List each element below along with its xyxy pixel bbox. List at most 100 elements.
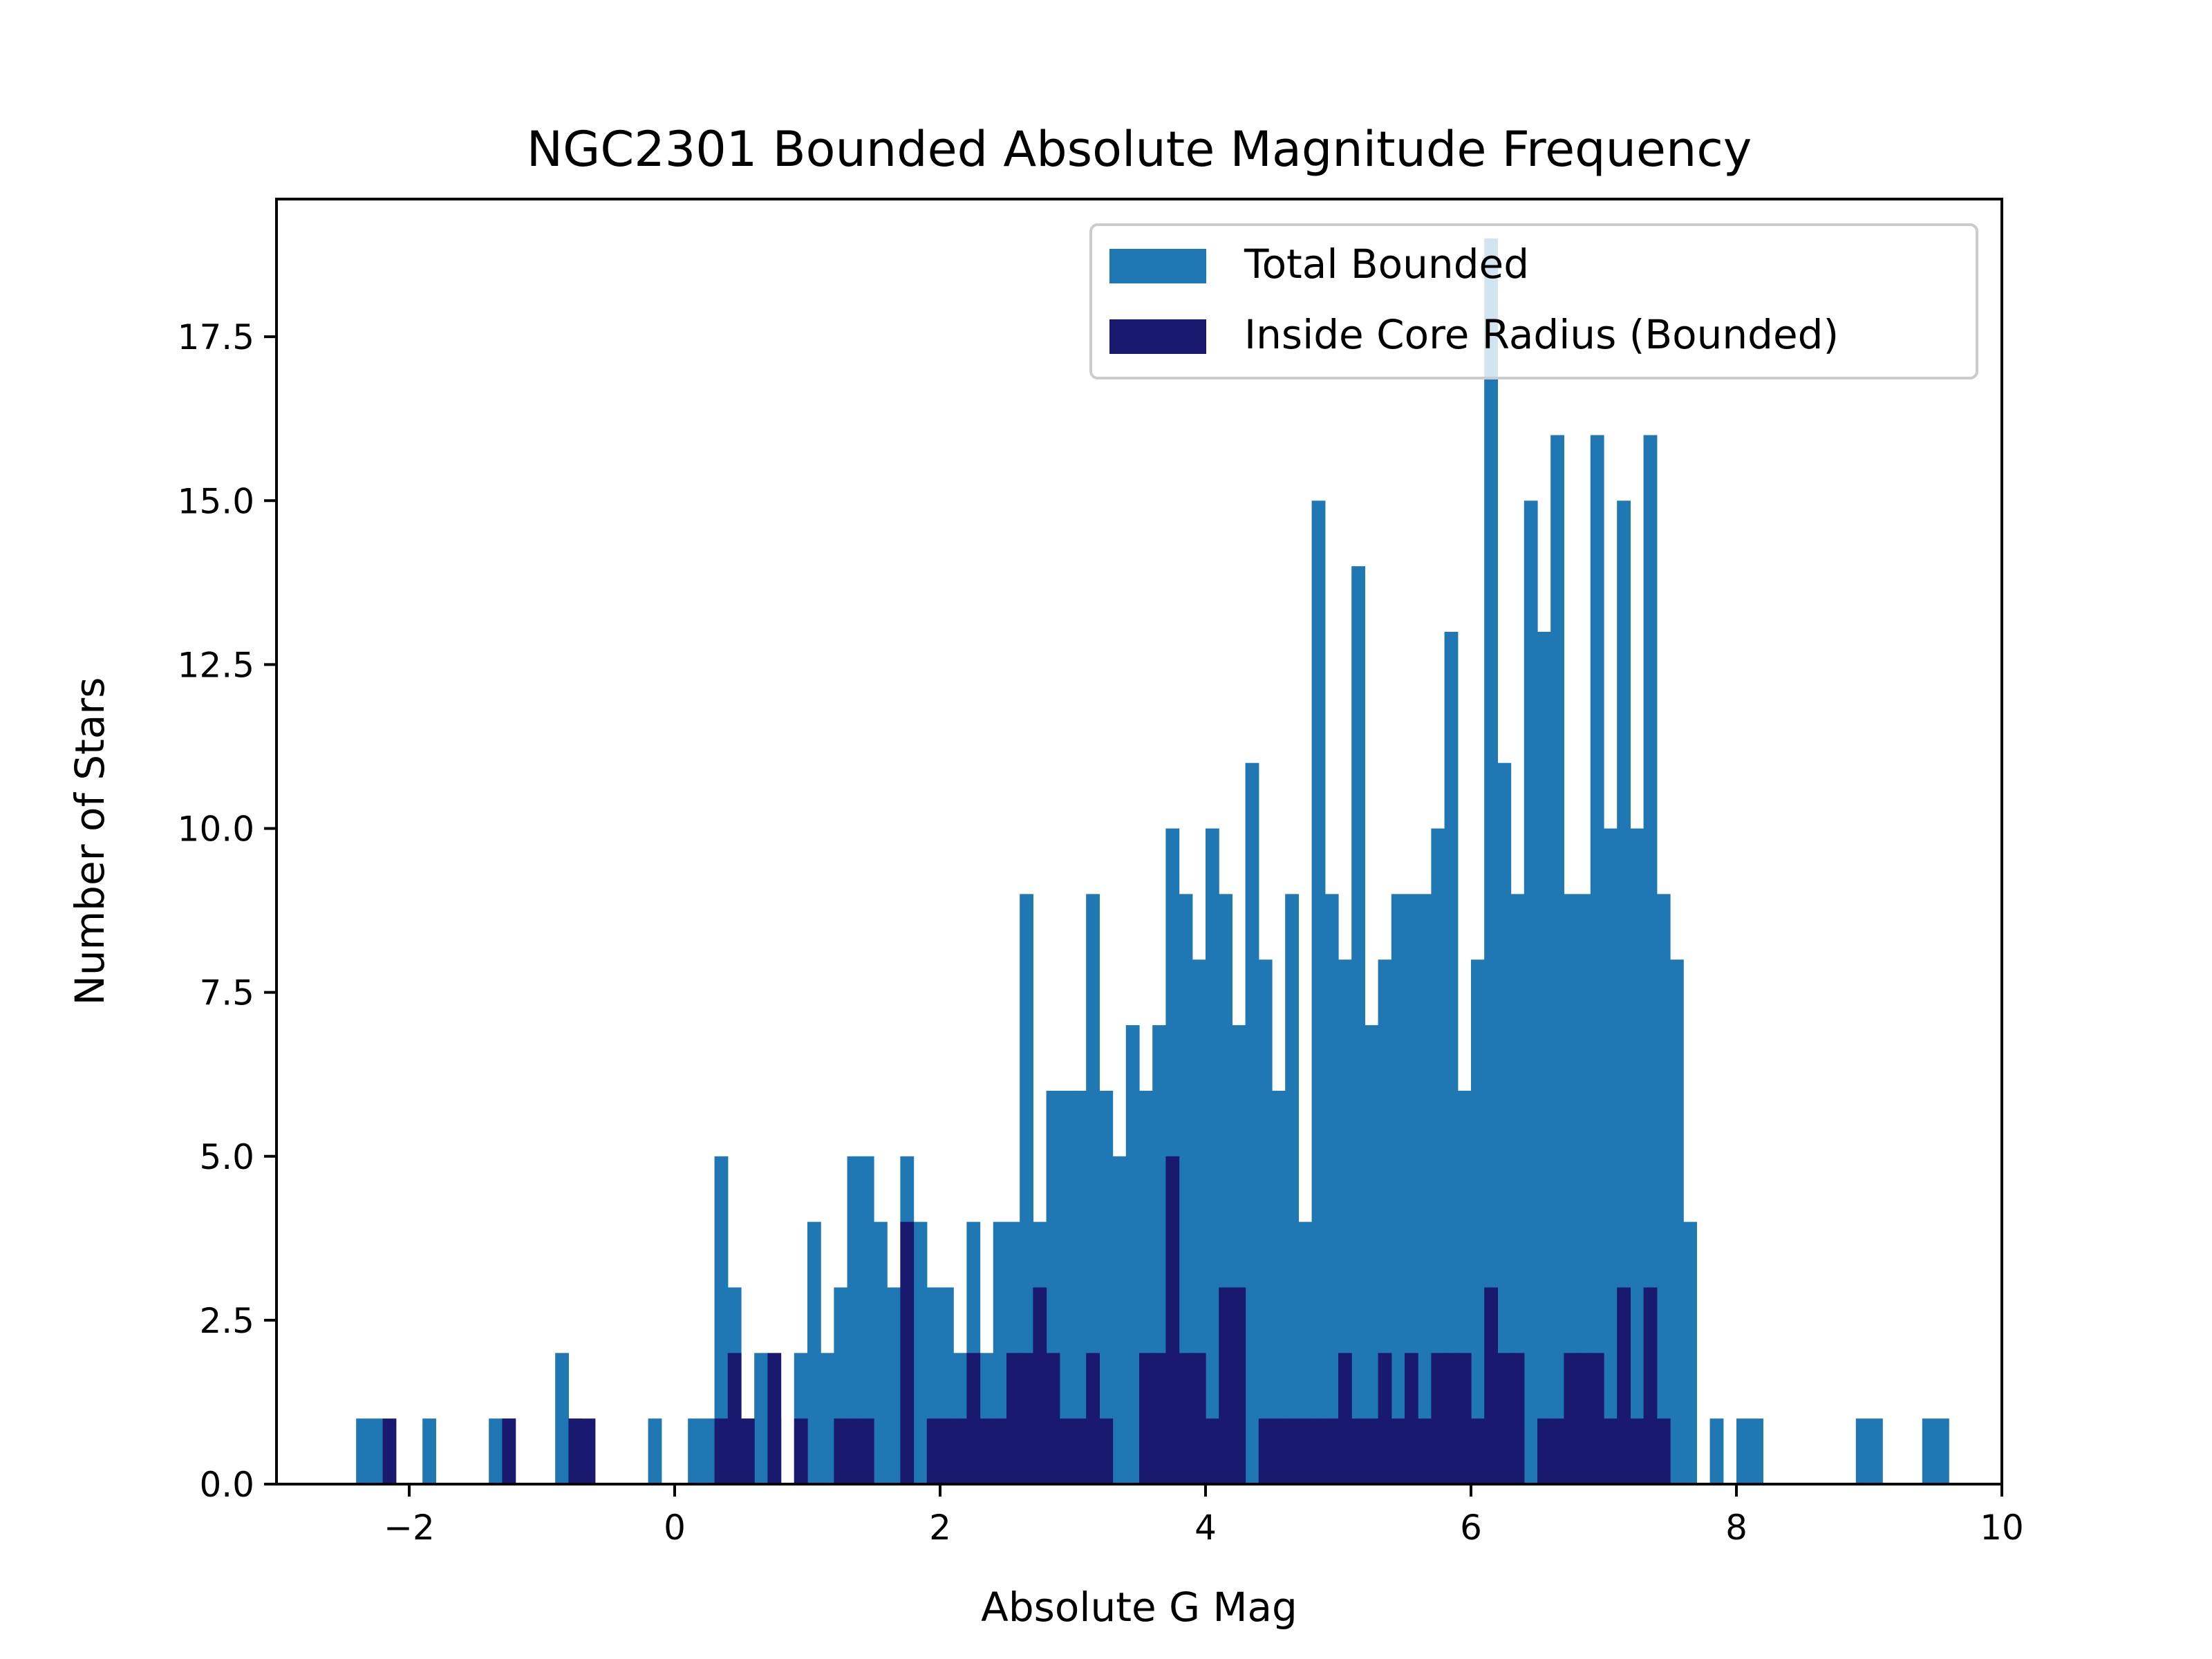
core-radius-bar-32 <box>1206 1418 1219 1484</box>
core-radius-bar-6 <box>741 1418 755 1484</box>
y-tick-label: 12.5 <box>178 645 254 685</box>
core-radius-bar-47 <box>1418 1418 1432 1484</box>
core-radius-bar-53 <box>1497 1353 1512 1484</box>
core-radius-bar-7 <box>767 1353 782 1484</box>
total-bounded-bar-71 <box>1537 631 1551 1484</box>
core-radius-bar-52 <box>1484 1287 1498 1484</box>
core-radius-bar-24 <box>1073 1418 1087 1484</box>
core-radius-bar-23 <box>1059 1418 1074 1484</box>
total-bounded-bar-60 <box>1391 894 1405 1484</box>
core-radius-bar-19 <box>1006 1353 1020 1484</box>
total-bounded-bar-3 <box>489 1418 503 1484</box>
total-bounded-bar-83 <box>1709 1418 1724 1484</box>
total-bounded-bar-40 <box>1125 1025 1140 1484</box>
total-bounded-bar-72 <box>1550 435 1564 1485</box>
plot-frame <box>275 198 2003 1485</box>
total-bounded-bar-70 <box>1524 500 1538 1484</box>
core-radius-bar-13 <box>926 1418 941 1484</box>
total-bounded-bar-77 <box>1617 500 1631 1484</box>
core-radius-bar-62 <box>1630 1418 1644 1484</box>
total-bounded-bar-50 <box>1258 959 1273 1484</box>
core-radius-bar-57 <box>1564 1353 1578 1484</box>
total-bounded-bar-13 <box>754 1353 768 1484</box>
total-bounded-bar-51 <box>1272 1090 1286 1484</box>
total-bounded-bar-0 <box>356 1418 370 1484</box>
x-axis-ticks: −2 0 2 4 6 8 10 <box>384 1484 2024 1548</box>
core-radius-bar-46 <box>1405 1353 1418 1484</box>
total-bounded-bar-39 <box>1112 1156 1127 1484</box>
core-radius-bar-58 <box>1577 1353 1591 1484</box>
total-bounded-bar-57 <box>1351 566 1365 1484</box>
core-radius-bar-59 <box>1590 1353 1604 1484</box>
total-bounded-bar-74 <box>1577 894 1591 1484</box>
x-tick-label: 8 <box>1725 1508 1747 1548</box>
total-bounded-bar-35 <box>1059 1090 1074 1484</box>
core-radius-bar-27 <box>1139 1353 1153 1484</box>
core-radius-bar-45 <box>1391 1418 1405 1484</box>
total-bounded-bar-22 <box>887 1287 901 1484</box>
core-radius-bar-44 <box>1378 1353 1392 1484</box>
total-bounded-bar-67 <box>1484 238 1498 1484</box>
total-bounded-bar-62 <box>1418 894 1432 1484</box>
total-bounded-bar-82 <box>1683 1221 1697 1484</box>
chart-title: NGC2301 Bounded Absolute Magnitude Frequ… <box>527 121 1752 178</box>
x-tick-label: 6 <box>1460 1508 1482 1548</box>
core-radius-bar-42 <box>1351 1418 1365 1484</box>
core-radius-bar-43 <box>1365 1418 1379 1484</box>
total-bounded-bar-58 <box>1365 1025 1379 1484</box>
total-bounded-bar-17 <box>821 1353 834 1484</box>
total-bounded-bar-44 <box>1179 894 1193 1484</box>
total-bounded-bar-73 <box>1564 894 1578 1484</box>
total-bounded-bar-55 <box>1324 894 1339 1484</box>
core-radius-bar-41 <box>1338 1353 1352 1484</box>
core-radius-bar-20 <box>1020 1353 1033 1484</box>
core-radius-bar-1 <box>502 1418 516 1484</box>
y-tick-label: 17.5 <box>178 317 254 357</box>
total-bounded-bar-8 <box>688 1418 702 1484</box>
y-tick-label: 2.5 <box>199 1301 254 1341</box>
total-bounded-bar-54 <box>1311 500 1326 1484</box>
core-radius-bar-15 <box>953 1418 967 1484</box>
core-radius-bar-29 <box>1165 1156 1180 1484</box>
core-radius-bar-17 <box>980 1418 994 1484</box>
core-radius-bar-37 <box>1285 1418 1299 1484</box>
total-bounded-bar-68 <box>1497 762 1512 1484</box>
core-radius-bar-22 <box>1046 1353 1060 1484</box>
legend-swatch-total-bounded <box>1109 249 1206 283</box>
legend-label-total-bounded: Total Bounded <box>1244 241 1529 288</box>
core-radius-bar-0 <box>382 1418 397 1484</box>
total-bounded-bar-78 <box>1630 828 1644 1484</box>
core-radius-bar-9 <box>834 1418 848 1484</box>
total-bounded-bar-69 <box>1510 894 1525 1484</box>
total-bounded-bar-20 <box>860 1156 874 1484</box>
total-bounded-bar-59 <box>1378 959 1392 1484</box>
total-bounded-bar-10 <box>714 1156 729 1484</box>
y-tick-label: 5.0 <box>199 1137 254 1177</box>
core-radius-bar-48 <box>1431 1353 1445 1484</box>
core-radius-bar-16 <box>966 1353 981 1484</box>
core-radius-bar-3 <box>581 1418 596 1484</box>
total-bounded-bar-37 <box>1086 894 1100 1484</box>
total-bounded-bar-87 <box>1869 1418 1883 1484</box>
total-bounded-bar-24 <box>913 1221 928 1484</box>
core-radius-bar-30 <box>1179 1353 1193 1484</box>
core-radius-bar-34 <box>1232 1287 1246 1484</box>
legend: Total Bounded Inside Core Radius (Bounde… <box>1089 223 1978 379</box>
core-radius-bar-61 <box>1617 1287 1631 1484</box>
total-bounded-bar-52 <box>1285 894 1299 1484</box>
core-radius-bar-35 <box>1258 1418 1273 1484</box>
total-bounded-bar-80 <box>1656 894 1671 1484</box>
core-radius-bar-21 <box>1033 1287 1047 1484</box>
total-bounded-bar-63 <box>1431 828 1445 1484</box>
core-radius-bar-63 <box>1643 1287 1658 1484</box>
core-radius-bar-4 <box>714 1418 729 1484</box>
x-tick-label: 4 <box>1194 1508 1217 1548</box>
x-tick-label: 0 <box>664 1508 686 1548</box>
total-bounded-bar-61 <box>1405 894 1418 1484</box>
core-radius-bar-18 <box>993 1418 1007 1484</box>
y-axis-ticks: 0.0 2.5 5.0 7.5 10.0 12.5 15.0 17.5 <box>178 317 276 1505</box>
y-tick-label: 7.5 <box>199 973 254 1013</box>
total-bounded-bar-5 <box>555 1353 569 1484</box>
total-bounded-bar-79 <box>1643 435 1658 1485</box>
